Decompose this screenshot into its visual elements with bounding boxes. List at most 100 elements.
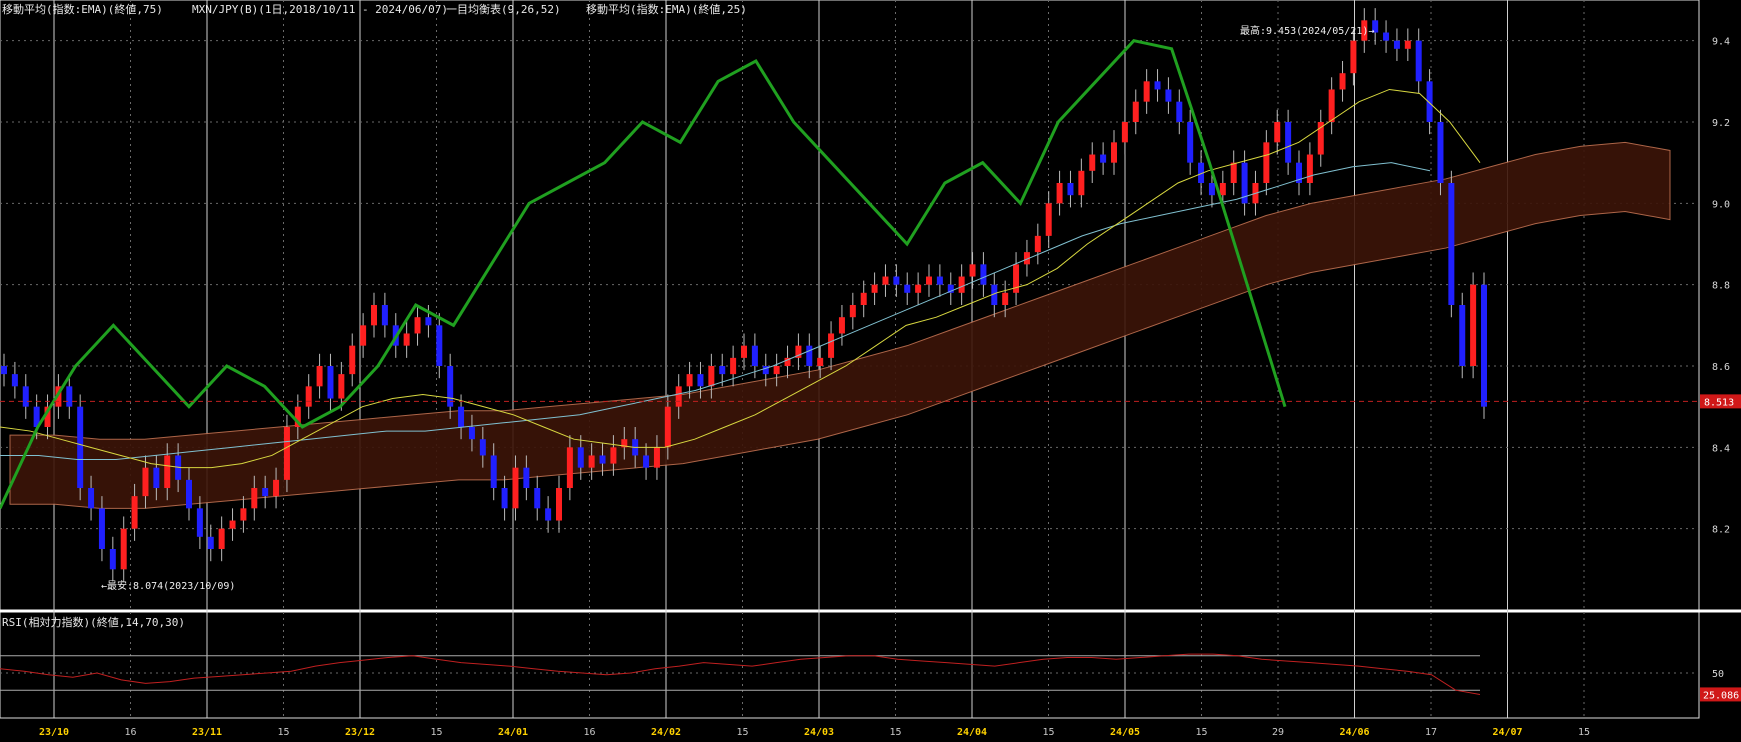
- candle-body: [719, 366, 726, 375]
- candle-body: [871, 284, 878, 293]
- candle-body: [1154, 81, 1161, 90]
- candle-body: [88, 488, 95, 509]
- low-annotation: ←最安:8.074(2023/10/09): [101, 581, 236, 592]
- candle-body: [501, 488, 508, 509]
- candle-body: [664, 406, 671, 448]
- y-tick-label: 8.2: [1712, 525, 1730, 536]
- candle-body: [1470, 284, 1477, 366]
- candle-body: [588, 455, 595, 468]
- y-tick-label: 9.4: [1712, 37, 1730, 48]
- candle-body: [1437, 122, 1444, 183]
- candle-body: [283, 427, 290, 480]
- candle-body: [196, 508, 203, 537]
- candle-body: [1198, 162, 1205, 183]
- candle-body: [708, 366, 715, 387]
- candle-body: [1241, 162, 1248, 204]
- candle-body: [1067, 183, 1074, 196]
- candle-body: [349, 345, 356, 375]
- price-panel-frame: [0, 0, 1700, 612]
- candle-body: [566, 447, 573, 488]
- candle-body: [1187, 122, 1194, 163]
- candle-body: [980, 264, 987, 285]
- y-tick-label: 8.6: [1712, 362, 1730, 373]
- candle-body: [1165, 89, 1172, 102]
- candle-body: [436, 325, 443, 366]
- candle-body: [1448, 183, 1455, 305]
- candle-body: [1285, 122, 1292, 163]
- candle-body: [947, 284, 954, 293]
- candle-body: [926, 276, 932, 285]
- candle-body: [142, 467, 149, 497]
- candle-body: [1132, 101, 1139, 122]
- candle-body: [1296, 162, 1302, 183]
- candle-body: [697, 374, 704, 387]
- candle-body: [643, 455, 650, 468]
- y-tick-label: 9.2: [1712, 118, 1730, 129]
- ema75-line: [0, 162, 1431, 461]
- candle-body: [904, 284, 911, 293]
- candle-body: [1111, 142, 1117, 163]
- candle-body: [1056, 183, 1063, 204]
- candle-body: [828, 333, 835, 358]
- candle-body: [403, 333, 410, 346]
- candle-body: [273, 479, 280, 497]
- x-tick-label: 24/02: [651, 727, 681, 738]
- candle-body: [915, 284, 922, 293]
- candle-body: [294, 406, 301, 427]
- candle-body: [1143, 81, 1150, 102]
- candle-body: [621, 439, 628, 448]
- candle-body: [425, 317, 432, 326]
- candle-body: [849, 305, 856, 318]
- candle-body: [1372, 20, 1379, 33]
- candle-body: [545, 508, 552, 521]
- candle-body: [1481, 284, 1487, 407]
- rsi-last-tag: [1700, 687, 1741, 702]
- x-tick-label: 15: [1578, 727, 1590, 738]
- candle-body: [33, 406, 40, 427]
- candle-body: [1176, 101, 1183, 122]
- last-price-label: 8.513: [1704, 397, 1734, 408]
- candle-body: [1393, 40, 1400, 49]
- candle-body: [1274, 122, 1281, 143]
- x-tick-label: 16: [583, 727, 595, 738]
- ema75-legend: 移動平均(指数:EMA)(終値,75): [2, 3, 163, 16]
- candle-body: [1415, 40, 1422, 82]
- x-tick-label: 23/12: [345, 727, 375, 738]
- candle-body: [1459, 305, 1466, 366]
- candle-body: [817, 357, 824, 366]
- candle-body: [882, 276, 889, 285]
- x-tick-label: 23/11: [192, 727, 222, 738]
- y-tick-label: 8.4: [1712, 443, 1730, 454]
- x-tick-label: 15: [1195, 727, 1207, 738]
- candle-body: [164, 455, 171, 488]
- candle-body: [969, 264, 976, 277]
- candle-body: [1361, 20, 1368, 41]
- candle-body: [218, 528, 225, 549]
- candle-body: [1, 366, 7, 375]
- x-tick-label: 16: [124, 727, 136, 738]
- candle-body: [44, 406, 51, 427]
- x-tick-label: 15: [430, 727, 442, 738]
- candle-body: [741, 345, 747, 358]
- candle-body: [1078, 170, 1085, 196]
- candle-body: [730, 357, 737, 375]
- candle-body: [1306, 154, 1313, 183]
- candle-body: [653, 447, 660, 468]
- candle-body: [338, 374, 345, 399]
- candle-body: [66, 386, 73, 407]
- candle-body: [936, 276, 943, 285]
- candle-body: [784, 357, 791, 366]
- candle-body: [316, 366, 323, 387]
- candle-body: [795, 345, 802, 358]
- candle-body: [251, 488, 258, 509]
- y-tick-label: 9.0: [1712, 199, 1730, 210]
- x-tick-label: 24/01: [498, 727, 528, 738]
- x-tick-label: 24/04: [957, 727, 987, 738]
- candle-body: [22, 386, 29, 407]
- candle-body: [512, 467, 519, 509]
- candle-body: [773, 366, 780, 375]
- candle-body: [686, 374, 693, 387]
- candle-body: [1089, 154, 1096, 171]
- candle-body: [838, 317, 845, 334]
